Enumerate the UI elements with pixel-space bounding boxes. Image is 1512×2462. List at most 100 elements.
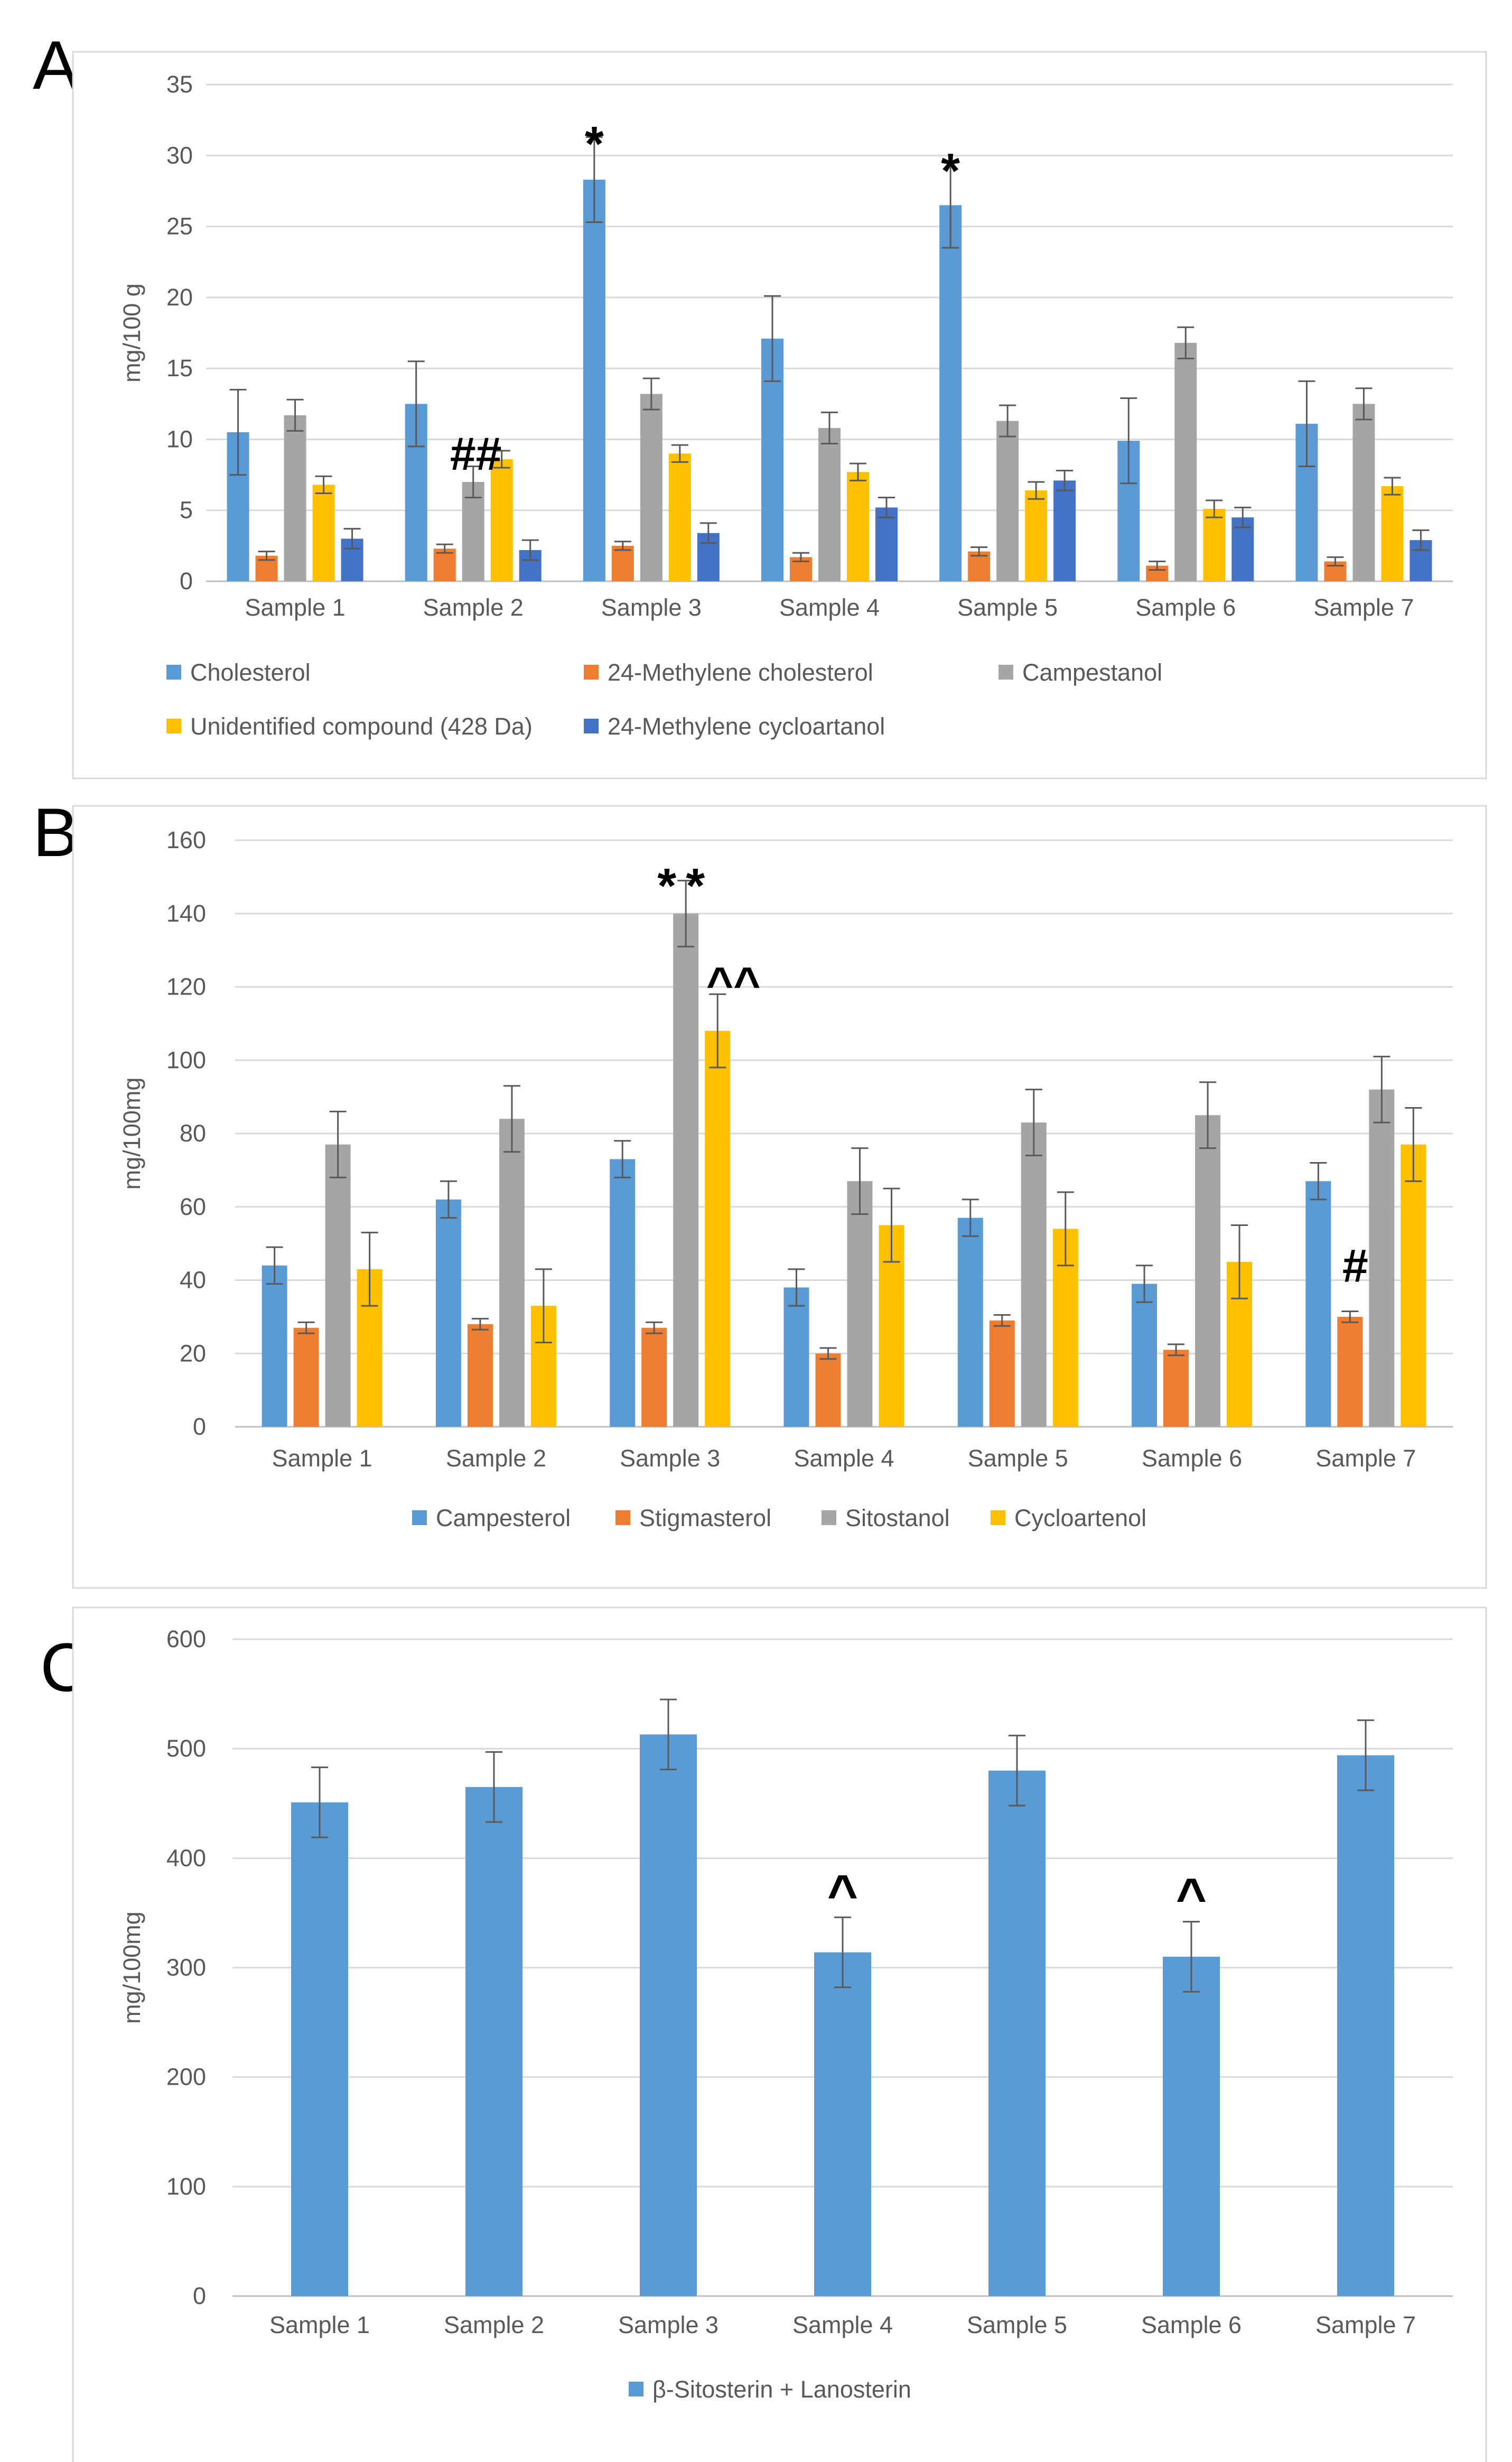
chart-a-bar-s2-c2: [640, 394, 662, 581]
chart-a-bar-s0-c2: [583, 179, 605, 581]
chart-a-legend-label-3: Unidentified compound (428 Da): [190, 713, 533, 740]
chart-b-bar-s2-c2: [673, 913, 699, 1427]
chart-b-xtick-1: Sample 2: [446, 1445, 546, 1472]
chart-b-legend-swatch-2: [822, 1510, 836, 1525]
chart-a-ylabel: mg/100 g: [118, 283, 145, 383]
chart-c-ytick-200: 200: [166, 2064, 206, 2091]
chart-c-xtick-3: Sample 4: [792, 2311, 893, 2338]
chart-b-bar-s3-c2: [705, 1030, 731, 1427]
chart-a-bar-s4-c4: [1053, 480, 1076, 581]
chart-a-xtick-1: Sample 2: [423, 594, 524, 621]
chart-b-ytick-40: 40: [180, 1267, 206, 1294]
chart-a-bar-s4-c3: [875, 507, 898, 581]
chart-b-bar-s2-c5: [1195, 1115, 1221, 1427]
chart-b-bar-s1-c4: [989, 1320, 1015, 1427]
chart-a-bar-s2-c1: [462, 482, 484, 581]
chart-a-ytick-35: 35: [166, 71, 193, 98]
chart-b-ytick-20: 20: [180, 1340, 206, 1367]
chart-a-legend-swatch-2: [998, 665, 1013, 680]
chart-b-ytick-100: 100: [166, 1046, 206, 1073]
chart-c-annotation-0: ^: [827, 1864, 858, 1924]
chart-c-xtick-2: Sample 3: [618, 2311, 718, 2338]
chart-b-ytick-140: 140: [166, 900, 206, 927]
chart-a-bar-s3-c4: [1025, 490, 1048, 581]
chart-a-xtick-4: Sample 5: [957, 594, 1058, 621]
chart-b-legend-label-1: Stigmasterol: [639, 1504, 771, 1531]
chart-c-ytick-0: 0: [193, 2282, 206, 2309]
chart-a-bar-s2-c4: [996, 421, 1019, 581]
chart-b-bar-s0-c6: [1305, 1181, 1331, 1427]
chart-b-legend-swatch-0: [412, 1510, 427, 1525]
chart-a-legend-swatch-4: [584, 719, 599, 733]
chart-b-bar-s2-c3: [847, 1181, 873, 1427]
chart-c-annotation-1: ^: [1176, 1868, 1207, 1927]
chart-a-bar-s3-c0: [312, 485, 335, 581]
chart-a: 0 5 10 15 20 25 30 35 mg/100 g Sample 1 Sample 2 Sa…: [72, 51, 1487, 779]
chart-b-bar-s0-c5: [1132, 1284, 1158, 1427]
chart-a-ytick-10: 10: [166, 425, 193, 452]
chart-a-annotation-2: *: [941, 143, 960, 198]
chart-b-ytick-120: 120: [166, 973, 206, 1000]
chart-a-bar-s3-c6: [1381, 486, 1404, 581]
chart-c-ytick-100: 100: [166, 2173, 206, 2200]
chart-b-annotation-0: **: [657, 858, 714, 913]
chart-a-xtick-2: Sample 3: [601, 594, 702, 621]
chart-b-bar-s0-c2: [610, 1159, 636, 1427]
chart-b-legend-label-0: Campesterol: [436, 1504, 571, 1531]
chart-b-annotation-2: #: [1342, 1240, 1368, 1292]
chart-a-bar-s3-c3: [847, 472, 869, 581]
chart-b-xtick-6: Sample 7: [1315, 1445, 1416, 1472]
chart-c-xtick-0: Sample 1: [269, 2311, 370, 2338]
chart-b-xtick-2: Sample 3: [620, 1445, 720, 1472]
chart-a-bar-s1-c2: [611, 545, 634, 581]
chart-b-legend-swatch-3: [991, 1510, 1005, 1525]
chart-a-bar-s3-c2: [668, 453, 691, 581]
chart-a-legend-label-0: Cholesterol: [190, 659, 311, 686]
chart-b-frame: [72, 805, 1487, 1589]
chart-b-bar-s1-c5: [1163, 1350, 1189, 1427]
chart-a-xtick-6: Sample 7: [1313, 594, 1414, 621]
chart-a-bar-s0-c4: [939, 205, 962, 581]
chart-b-bar-s2-c1: [499, 1119, 525, 1427]
chart-b-xtick-0: Sample 1: [272, 1445, 372, 1472]
chart-a-xtick-5: Sample 6: [1135, 594, 1236, 621]
chart-c-bar-s0-c3: [814, 1952, 871, 2296]
chart-b-bar-s2-c0: [325, 1144, 351, 1427]
chart-a-bar-s2-c6: [1352, 404, 1375, 581]
chart-c-xtick-1: Sample 2: [444, 2311, 544, 2338]
chart-a-ytick-5: 5: [180, 497, 193, 524]
chart-b-ytick-60: 60: [180, 1193, 206, 1220]
chart-a-annotation-1: ##: [450, 428, 502, 480]
chart-a-legend-swatch-3: [166, 719, 181, 733]
chart-c-bar-s0-c5: [1163, 1956, 1220, 2296]
chart-a-bar-s1-c1: [433, 549, 456, 581]
chart-c-bar-s0-c0: [291, 1802, 348, 2296]
chart-c-ytick-500: 500: [166, 1735, 206, 1762]
chart-b-bar-s1-c3: [815, 1353, 841, 1427]
chart-a-legend-swatch-1: [584, 665, 599, 680]
chart-b-bar-s1-c2: [641, 1327, 667, 1427]
chart-b-ytick-80: 80: [180, 1120, 206, 1147]
chart-b-legend-label-2: Sitostanol: [845, 1504, 950, 1531]
chart-c: 0 100 200 300 400 500 600 mg/100mg Sample 1 Sampl…: [72, 1606, 1487, 2462]
chart-b-xtick-4: Sample 5: [968, 1445, 1068, 1472]
chart-a-ytick-0: 0: [180, 568, 193, 594]
chart-a-ytick-15: 15: [166, 355, 193, 382]
chart-b: 0 20 40 60 80 100 120 140 160 mg/100mg Sample 1 Sam…: [72, 805, 1487, 1589]
chart-c-xtick-5: Sample 6: [1141, 2311, 1242, 2338]
chart-b-bar-s1-c6: [1337, 1316, 1363, 1427]
chart-b-xtick-5: Sample 6: [1142, 1445, 1242, 1472]
chart-b-legend-label-3: Cycloartenol: [1014, 1504, 1146, 1531]
chart-a-legend-label-2: Campestanol: [1022, 659, 1162, 686]
chart-a-legend-label-1: 24-Methylene cholesterol: [608, 659, 873, 686]
chart-c-ytick-300: 300: [166, 1954, 206, 1981]
chart-c-xtick-4: Sample 5: [967, 2311, 1067, 2338]
chart-a-bar-s3-c5: [1203, 509, 1226, 581]
chart-c-ytick-600: 600: [166, 1625, 206, 1652]
chart-b-bar-s1-c0: [293, 1327, 319, 1427]
panel-letter-b: B: [33, 794, 79, 871]
chart-c-legend-label-0: β-Sitosterin + Lanosterin: [652, 2376, 911, 2403]
chart-a-annotation-0: *: [585, 116, 604, 171]
chart-b-xtick-3: Sample 4: [794, 1445, 894, 1472]
chart-a-xtick-0: Sample 1: [245, 594, 346, 621]
